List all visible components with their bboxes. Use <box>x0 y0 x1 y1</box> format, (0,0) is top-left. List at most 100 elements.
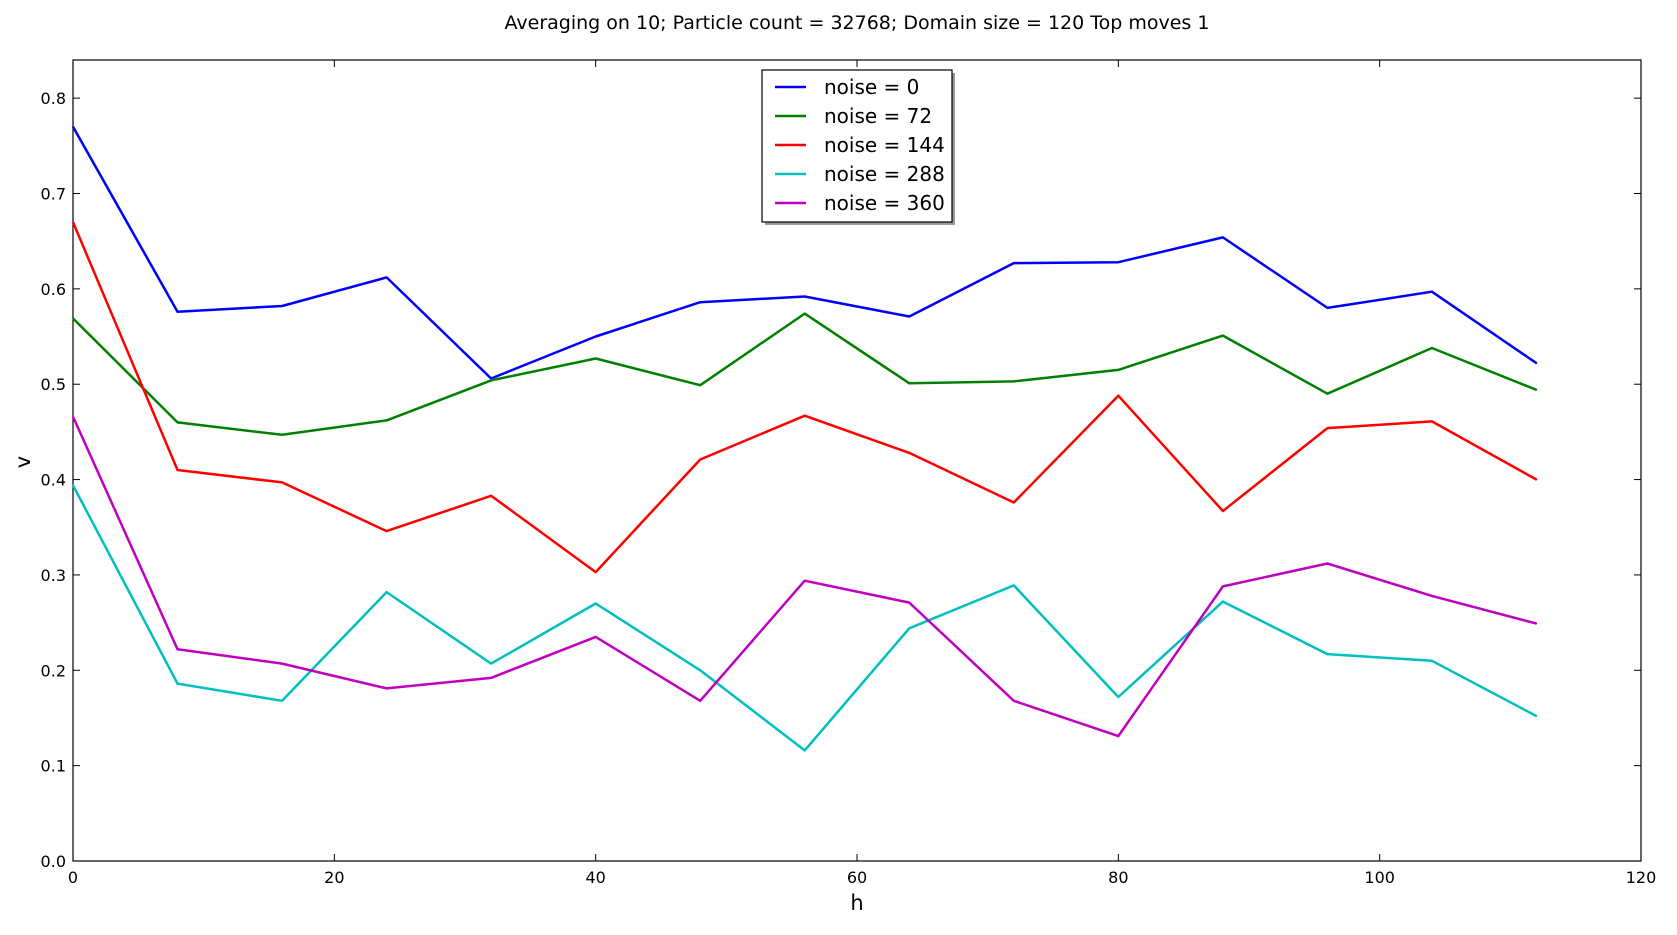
data-point <box>1326 427 1329 429</box>
data-point <box>1013 380 1015 383</box>
data-point <box>803 312 806 315</box>
data-point <box>1326 653 1329 655</box>
data-point <box>1222 510 1224 512</box>
y-axis: 0.0 0.1 0.2 0.3 0.4 0.5 0.6 0.7 0.8 <box>41 89 1641 871</box>
data-point <box>281 305 283 307</box>
data-point <box>1431 347 1433 349</box>
x-tick-label: 80 <box>1108 868 1128 887</box>
y-tick-label: 0.8 <box>41 89 66 108</box>
data-point <box>1117 735 1120 737</box>
data-point <box>72 125 74 128</box>
data-point <box>176 469 179 471</box>
x-tick-label: 20 <box>324 868 344 887</box>
data-point <box>908 382 911 385</box>
data-point <box>281 662 283 665</box>
data-point <box>803 749 806 752</box>
data-point <box>385 687 388 690</box>
data-point <box>803 579 806 582</box>
data-point <box>1431 290 1433 293</box>
data-point <box>594 335 597 338</box>
data-point <box>1222 585 1224 588</box>
data-point <box>803 295 806 298</box>
data-point <box>1431 659 1433 662</box>
data-point <box>72 221 74 223</box>
data-point <box>1222 334 1224 337</box>
data-point <box>385 530 388 532</box>
data-point <box>1326 307 1329 309</box>
data-point <box>490 662 492 665</box>
data-point <box>1013 584 1015 587</box>
data-point <box>176 310 179 313</box>
legend-label: noise = 288 <box>824 162 945 186</box>
y-tick-label: 0.2 <box>41 661 66 680</box>
data-point <box>1535 389 1538 391</box>
data-point <box>1535 478 1538 481</box>
y-tick-label: 0.0 <box>41 852 66 871</box>
data-point <box>72 415 74 418</box>
y-tick-label: 0.6 <box>41 280 66 299</box>
data-point <box>1013 501 1015 504</box>
x-tick-label: 40 <box>585 868 605 887</box>
x-tick-label: 0 <box>68 868 78 887</box>
data-point <box>385 276 388 279</box>
data-point <box>908 627 911 630</box>
data-point <box>594 357 597 360</box>
data-point <box>1535 715 1538 717</box>
data-point <box>1535 622 1538 625</box>
y-tick-label: 0.7 <box>41 185 66 204</box>
data-point <box>699 458 701 461</box>
data-point <box>490 494 492 497</box>
data-point <box>699 301 701 304</box>
data-point <box>699 669 701 672</box>
data-point <box>72 317 74 320</box>
data-point <box>1535 362 1538 365</box>
x-tick-label: 120 <box>1626 868 1657 887</box>
data-point <box>1326 562 1329 565</box>
data-point <box>385 419 388 422</box>
y-axis-label: v <box>11 456 35 468</box>
data-point <box>490 677 492 679</box>
data-point <box>281 700 283 702</box>
data-point <box>1326 392 1329 395</box>
data-point <box>1431 420 1433 423</box>
data-point <box>72 484 74 487</box>
data-point <box>908 315 911 318</box>
data-point <box>1117 394 1120 397</box>
y-tick-label: 0.5 <box>41 375 66 394</box>
data-point <box>1013 262 1015 264</box>
data-point <box>594 571 597 573</box>
data-point <box>176 682 179 685</box>
data-point <box>1013 700 1015 702</box>
legend-label: noise = 144 <box>824 133 945 157</box>
data-point <box>281 481 283 484</box>
data-point <box>490 377 492 380</box>
legend: noise = 0 noise = 72 noise = 144 noise = 28… <box>761 69 955 225</box>
data-point <box>1431 595 1433 597</box>
data-point <box>281 433 283 436</box>
y-tick-label: 0.3 <box>41 566 66 585</box>
y-tick-label: 0.1 <box>41 757 66 776</box>
legend-label: noise = 72 <box>824 104 932 128</box>
x-tick-label: 60 <box>847 868 867 887</box>
x-tick-label: 100 <box>1364 868 1395 887</box>
data-point <box>699 700 701 702</box>
y-tick-label: 0.4 <box>41 471 66 490</box>
data-point <box>1222 236 1224 239</box>
series-layer <box>71 125 1538 752</box>
data-point <box>908 452 911 454</box>
data-point <box>1222 600 1224 603</box>
data-point <box>176 421 179 424</box>
chart-title: Averaging on 10; Particle count = 32768;… <box>505 12 1210 34</box>
data-point <box>176 648 179 651</box>
data-point <box>1117 696 1120 698</box>
data-point <box>385 591 388 593</box>
data-point <box>1117 261 1120 263</box>
data-point <box>594 636 597 638</box>
data-point <box>490 379 492 382</box>
data-point <box>908 601 911 604</box>
legend-label: noise = 0 <box>824 75 919 99</box>
data-point <box>1117 369 1120 371</box>
legend-label: noise = 360 <box>824 191 945 215</box>
data-point <box>594 602 597 605</box>
